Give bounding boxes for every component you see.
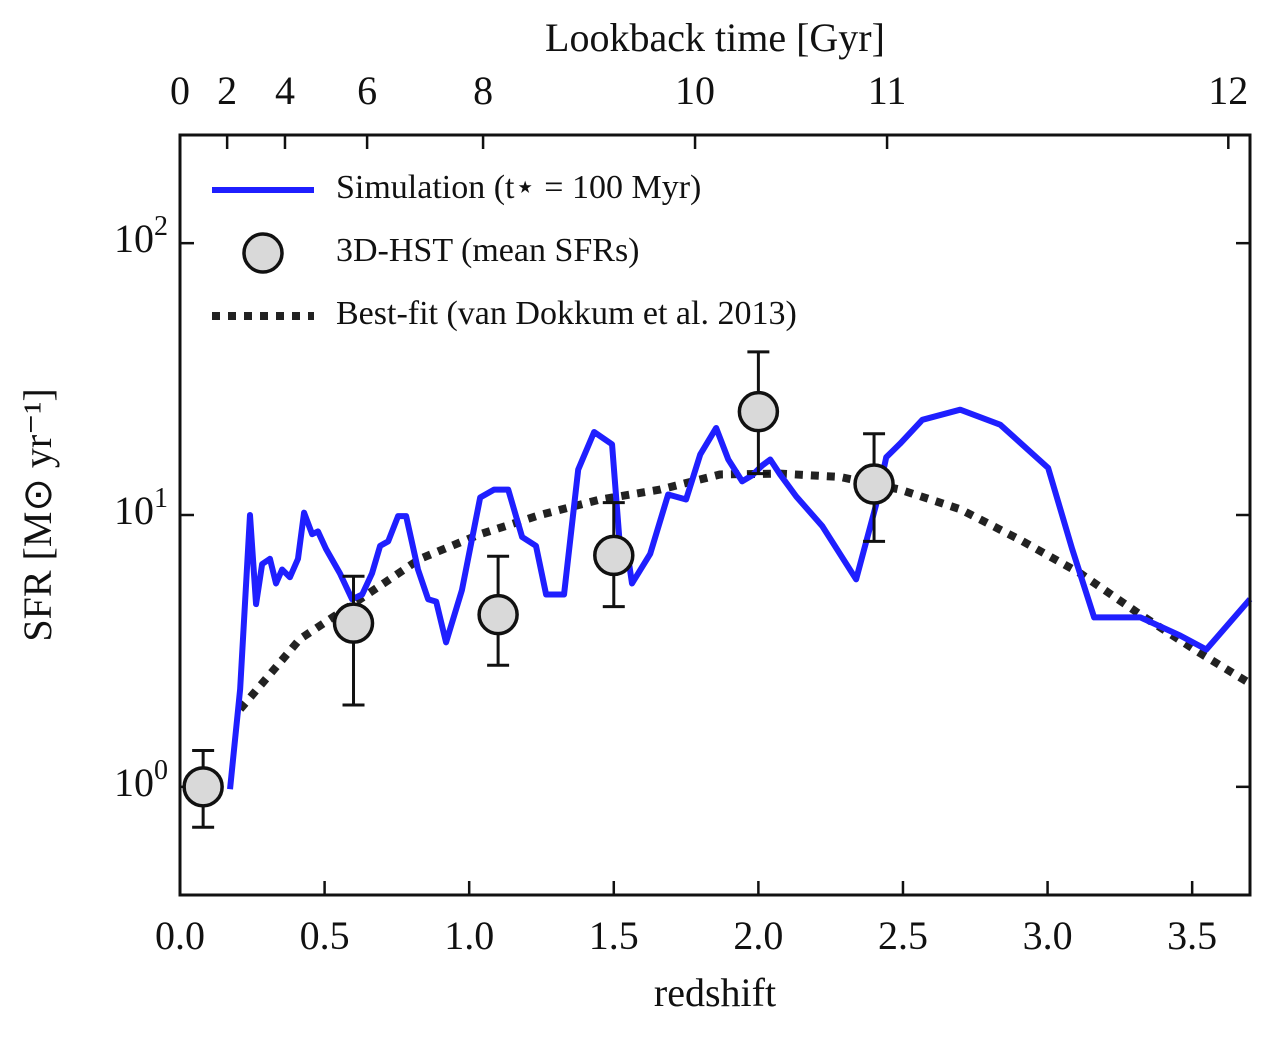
x2-tick-label: 11 [868,68,907,113]
legend-label: 3D-HST (mean SFRs) [336,232,640,269]
x2-tick-label: 0 [170,68,190,113]
x2-tick-label: 2 [217,68,237,113]
y-tick-base: 10 [114,488,154,533]
y-tick-label: 100 [114,755,168,805]
plot-frame [178,133,1252,897]
data-point [332,602,375,644]
x-tick-label: 1.5 [589,913,639,958]
y-axis-label: SFR [M⊙ yr⁻¹] [15,388,60,641]
data-point [477,593,519,636]
y-tick-base: 10 [114,216,154,261]
x2-axis-label: Lookback time [Gyr] [545,15,885,60]
y-tick-label: 101 [114,483,168,533]
data-point [593,534,635,577]
data-point [853,463,895,505]
x-axis-label: redshift [654,970,776,1015]
simulation-line [227,406,1253,790]
y-tick-exponent: 2 [154,212,168,243]
y-tick-exponent: 1 [154,483,168,514]
y-tick-exponent: 0 [154,755,168,786]
data-point [182,766,224,808]
x-tick-label: 2.0 [733,913,783,958]
x-tick-label: 0.5 [300,913,350,958]
x2-tick-label: 10 [675,68,715,113]
legend-label: Simulation (t⋆ = 100 Myr) [336,169,701,206]
y-tick-label: 102 [114,212,168,262]
data-point [737,390,780,433]
y-tick-base: 10 [114,760,154,805]
x-tick-label: 0.0 [155,913,205,958]
legend-label: Best-fit (van Dokkum et al. 2013) [336,295,797,332]
legend-marker [242,232,284,274]
x2-tick-label: 8 [473,68,493,113]
fit-line [237,469,1253,712]
x2-tick-label: 4 [275,68,295,113]
x2-tick-label: 12 [1208,68,1248,113]
x-tick-label: 2.5 [878,913,928,958]
x2-tick-label: 6 [357,68,377,113]
x-tick-label: 3.5 [1167,913,1217,958]
x-tick-label: 1.0 [444,913,494,958]
x-tick-label: 3.0 [1023,913,1073,958]
